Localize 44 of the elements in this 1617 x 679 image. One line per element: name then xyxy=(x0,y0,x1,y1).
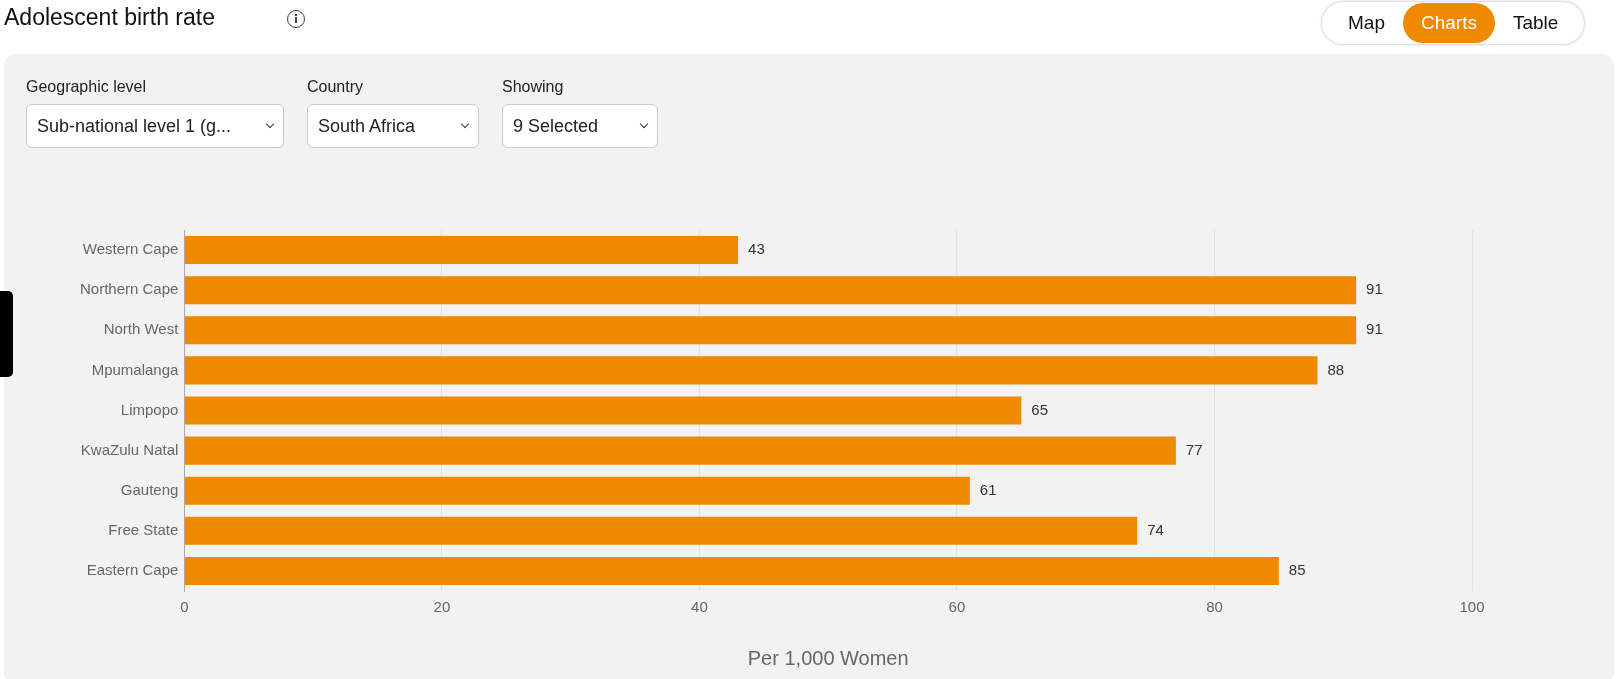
bar xyxy=(184,436,1176,465)
bar xyxy=(184,516,1138,545)
data-label: 88 xyxy=(1327,360,1345,378)
bar xyxy=(184,276,1357,305)
data-label: 74 xyxy=(1147,520,1164,538)
y-tick-label: Northern Cape xyxy=(80,280,179,298)
y-tick-label: Limpopo xyxy=(120,400,179,418)
x-tick-label: 0 xyxy=(180,598,189,616)
data-label: 85 xyxy=(1288,561,1306,579)
bar xyxy=(184,396,1022,425)
y-tick-label: Mpumalanga xyxy=(91,360,180,378)
y-tick-label: KwaZulu Natal xyxy=(80,440,179,458)
text: Charts xyxy=(1402,3,1495,43)
text: Country xyxy=(307,78,365,96)
x-tick-label: 20 xyxy=(433,598,451,616)
x-tick-label: 60 xyxy=(948,598,966,616)
data-label: 91 xyxy=(1366,280,1383,298)
x-tick-label: 100 xyxy=(1459,598,1485,616)
bar xyxy=(184,356,1318,385)
text: Table xyxy=(1511,11,1560,35)
bar xyxy=(184,236,739,265)
y-tick-label: Free State xyxy=(108,520,179,538)
x-axis-title: Per 1,000 Women xyxy=(747,646,909,669)
text: 9 Selected xyxy=(513,115,599,137)
y-tick-label: Gauteng xyxy=(120,480,179,498)
text: Sub-national level 1 (g... xyxy=(37,115,232,137)
data-label: 43 xyxy=(748,240,765,258)
data-label: 91 xyxy=(1366,320,1383,338)
x-tick-label: 40 xyxy=(691,598,708,616)
y-tick-label: Eastern Cape xyxy=(86,561,179,579)
bar xyxy=(184,316,1357,345)
bar xyxy=(184,556,1279,585)
text: South Africa xyxy=(318,115,416,137)
bar xyxy=(184,476,970,505)
chart-title: Adolescent birth rate xyxy=(4,4,215,31)
data-label: 61 xyxy=(979,480,997,498)
data-label: 65 xyxy=(1031,400,1049,418)
data-label: 77 xyxy=(1185,440,1203,458)
text: Map xyxy=(1347,11,1386,35)
y-tick-label: Western Cape xyxy=(82,240,179,258)
x-tick-label: 80 xyxy=(1206,598,1223,616)
text: Geographic level xyxy=(26,78,148,96)
text: Showing xyxy=(502,78,565,96)
y-tick-label: North West xyxy=(103,320,180,338)
